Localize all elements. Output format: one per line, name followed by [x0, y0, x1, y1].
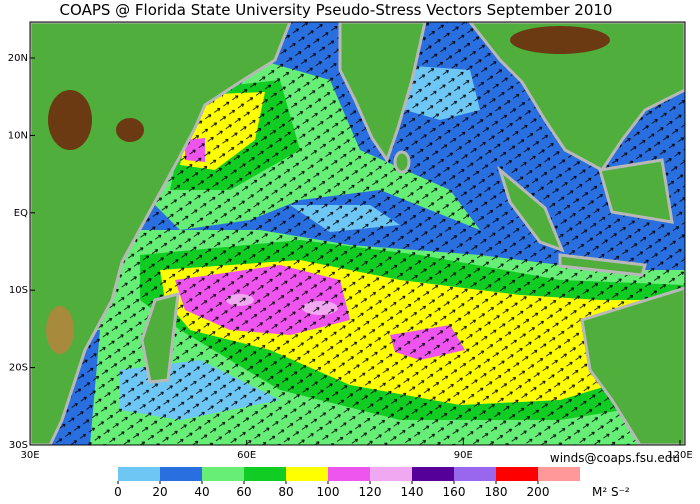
- land: [30, 22, 685, 445]
- colorbar-swatch: [496, 467, 538, 481]
- lon-label: 120E: [667, 450, 692, 461]
- colorbar-label: 80: [278, 485, 293, 499]
- colorbar-units: M² S⁻²: [592, 485, 630, 499]
- lon-axis: 30E 60E 90E 120E: [20, 440, 693, 461]
- lat-label: 20N: [8, 53, 28, 64]
- credit: winds@coaps.fsu.edu: [550, 451, 680, 465]
- lat-axis: 20N 10N EQ 10S 20S 30S: [8, 53, 35, 451]
- lon-label: 30E: [20, 450, 39, 461]
- lat-label: 30S: [9, 440, 28, 451]
- lat-label: 10S: [9, 285, 28, 296]
- colorbar-swatch: [244, 467, 286, 481]
- colorbar-swatch: [454, 467, 496, 481]
- lat-label: 10N: [8, 130, 28, 141]
- title: COAPS @ Florida State University Pseudo-…: [60, 1, 613, 19]
- lat-label: 20S: [9, 363, 28, 374]
- colorbar-label: 100: [317, 485, 340, 499]
- lon-label: 60E: [237, 450, 256, 461]
- colorbar-label: 60: [236, 485, 251, 499]
- terrain: [46, 26, 610, 354]
- colorbar-swatch: [412, 467, 454, 481]
- colorbar-label: 160: [443, 485, 466, 499]
- colorbar-label: 20: [152, 485, 167, 499]
- colorbar-swatch: [202, 467, 244, 481]
- colorbar-swatch: [328, 467, 370, 481]
- colorbar-swatch: [538, 467, 580, 481]
- colorbar-swatch: [286, 467, 328, 481]
- colorbar-label: 200: [527, 485, 550, 499]
- colorbar: 0 20 40 60 80 100 120 140 160 180 200 M² S⁻²: [114, 467, 630, 499]
- lat-label: EQ: [14, 208, 28, 219]
- colorbar-label: 140: [401, 485, 424, 499]
- colorbar-label: 180: [485, 485, 508, 499]
- colorbar-swatch: [160, 467, 202, 481]
- colorbar-swatch: [118, 467, 160, 481]
- colorbar-swatch: [370, 467, 412, 481]
- map-frame: [29, 21, 686, 446]
- lon-label: 90E: [454, 450, 473, 461]
- colorbar-label: 0: [114, 485, 122, 499]
- map: [30, 22, 685, 445]
- colorbar-label: 120: [359, 485, 382, 499]
- colorbar-label: 40: [194, 485, 209, 499]
